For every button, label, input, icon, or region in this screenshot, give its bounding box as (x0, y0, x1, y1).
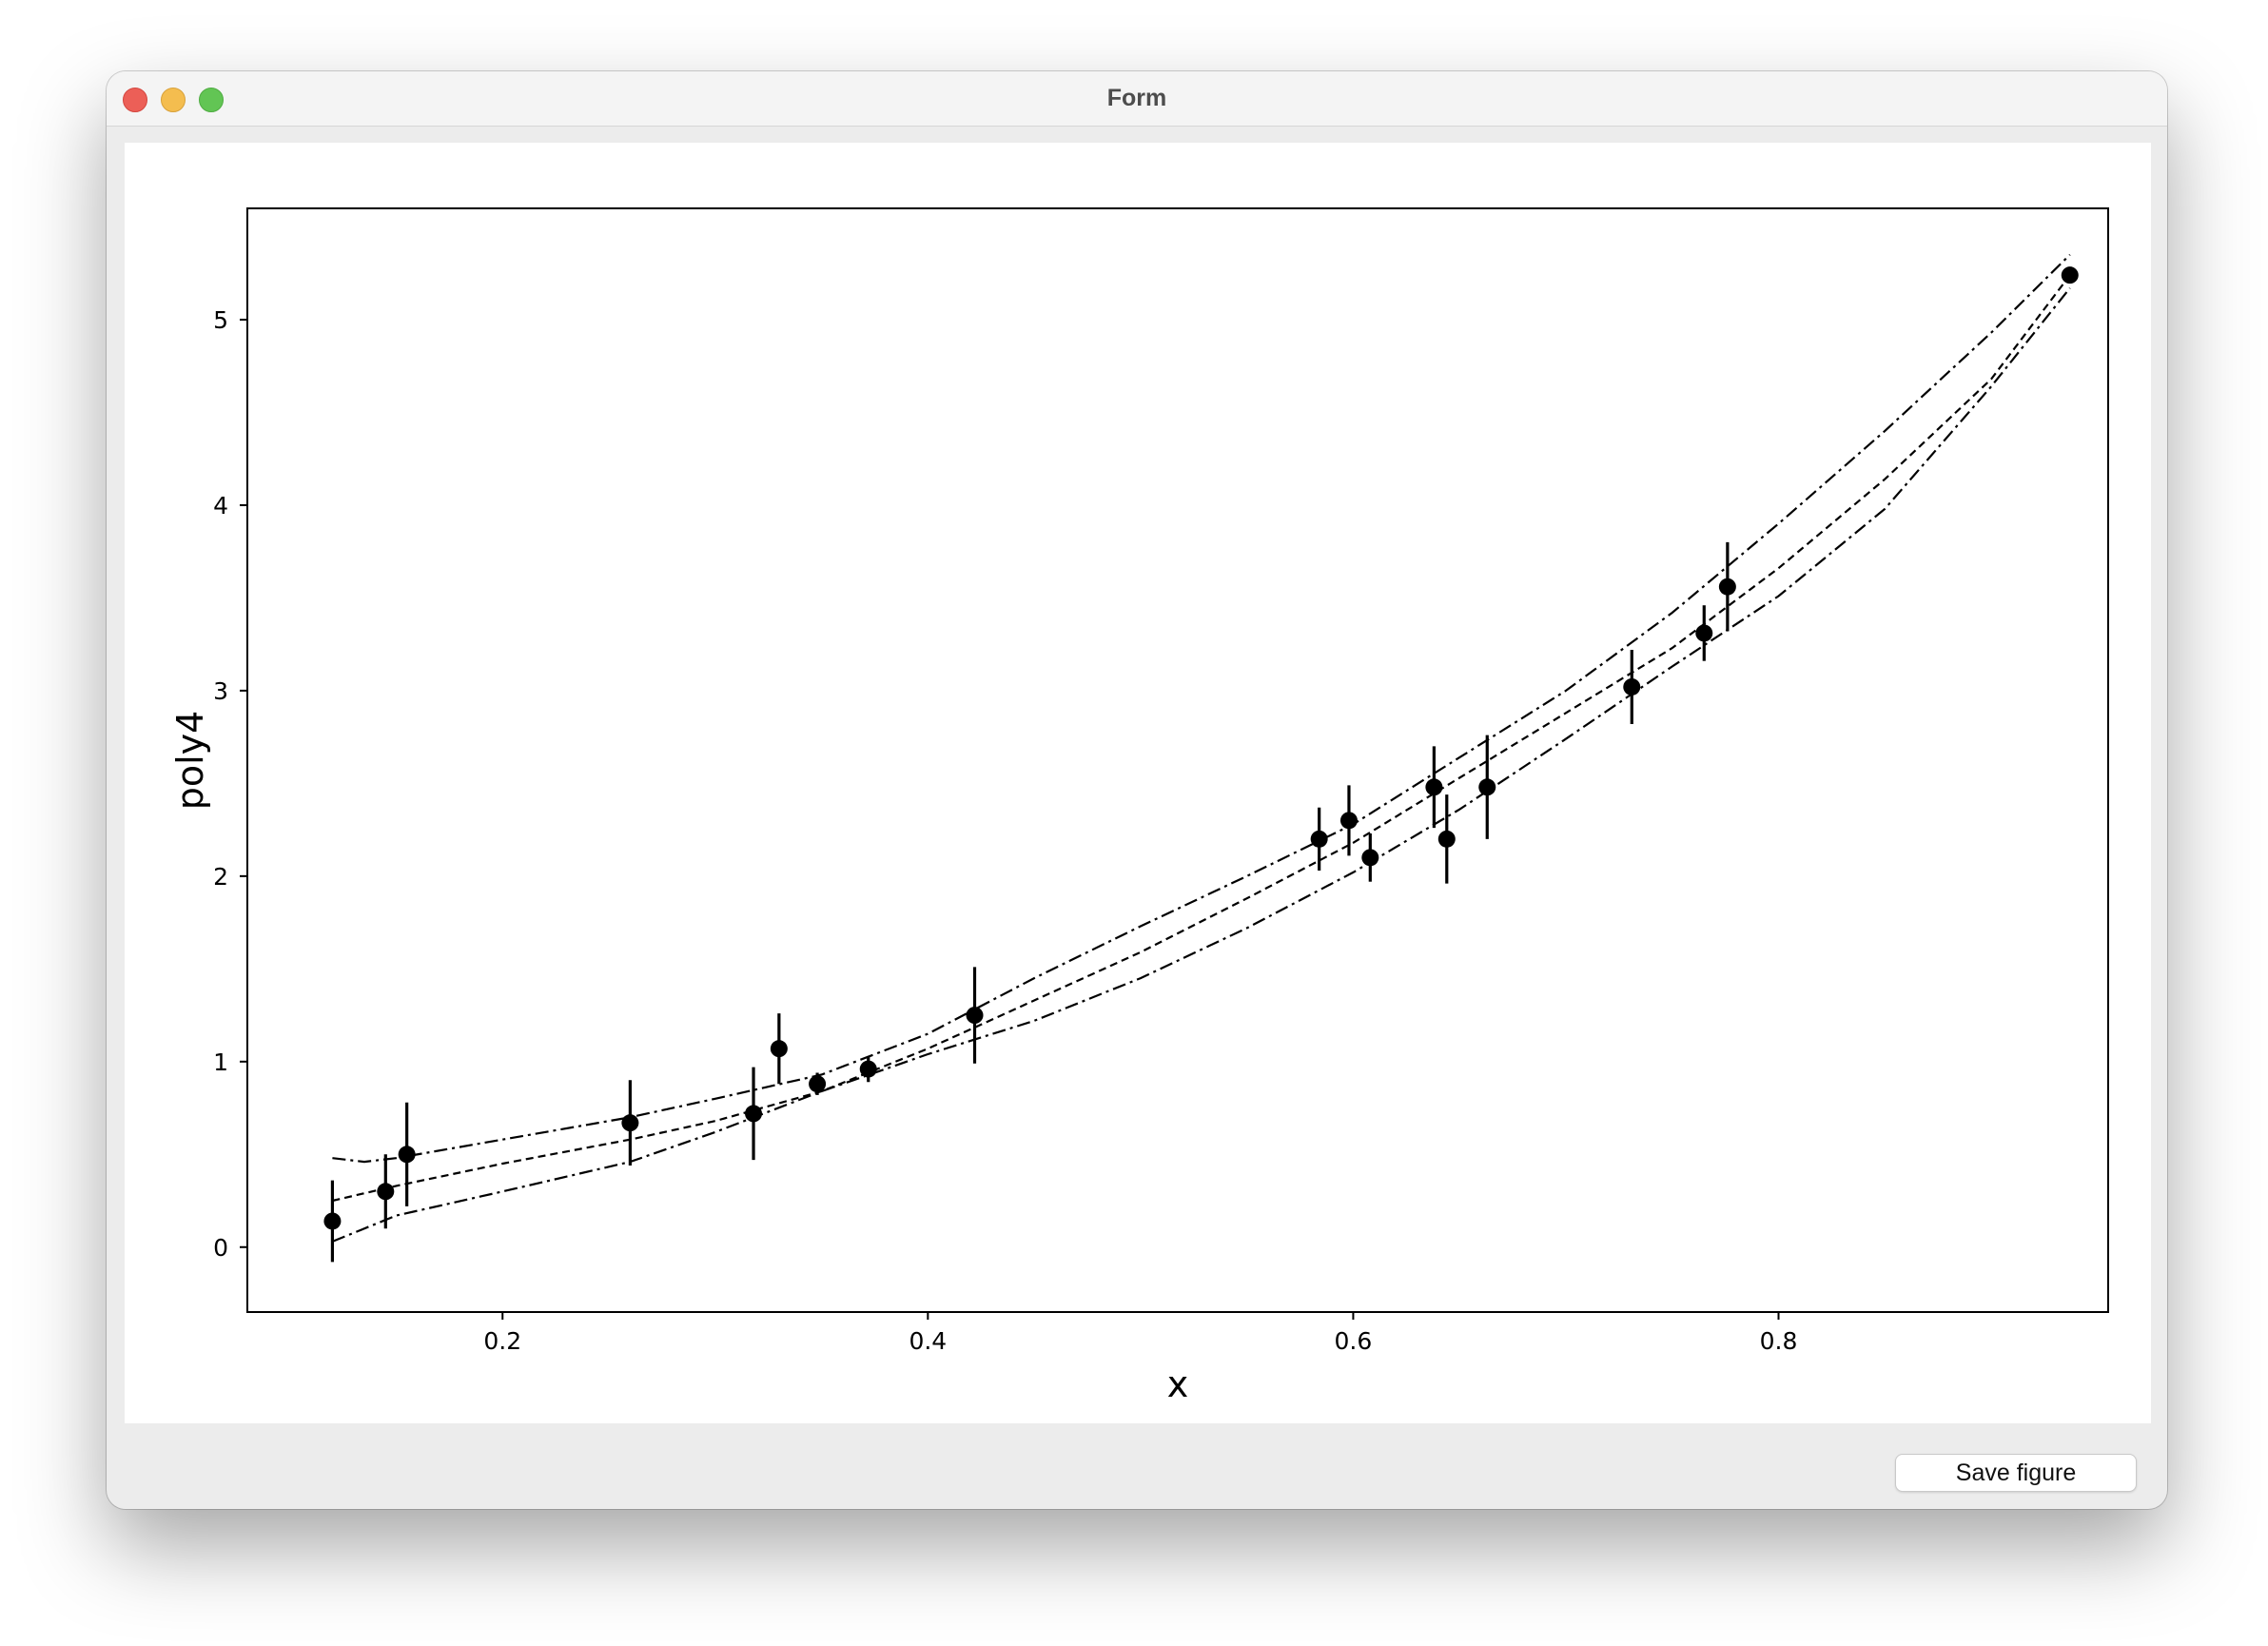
data-point (398, 1146, 416, 1164)
y-tick-label: 5 (213, 306, 228, 334)
y-tick-label: 2 (213, 863, 228, 891)
minimize-window-button[interactable] (161, 88, 186, 112)
y-tick-label: 4 (213, 492, 228, 519)
x-tick-label: 0.6 (1335, 1327, 1373, 1355)
x-tick-label: 0.4 (909, 1327, 947, 1355)
data-point (809, 1075, 827, 1093)
zoom-window-button[interactable] (199, 88, 224, 112)
app-window: Form 0.2 0.4 0.6 0.8 0 1 2 3 4 5 x poly4 Save fi… (107, 71, 2167, 1509)
x-axis-label: x (1167, 1363, 1189, 1405)
figure-canvas: 0.2 0.4 0.6 0.8 0 1 2 3 4 5 x poly4 (125, 143, 2151, 1423)
chart: 0.2 0.4 0.6 0.8 0 1 2 3 4 5 x poly4 (169, 207, 2109, 1405)
close-window-button[interactable] (123, 88, 147, 112)
title-bar: Form (107, 71, 2167, 127)
data-point (1437, 830, 1456, 848)
data-point (1339, 812, 1358, 830)
x-tick-label: 0.2 (483, 1327, 521, 1355)
data-point (1695, 624, 1713, 642)
window-title: Form (1106, 85, 1167, 111)
save-figure-button[interactable]: Save figure (1895, 1454, 2137, 1492)
data-point (770, 1040, 788, 1058)
data-point (966, 1007, 984, 1025)
y-axis-label: poly4 (169, 711, 211, 811)
data-point (1718, 578, 1736, 596)
data-point (1310, 830, 1328, 848)
x-tick-label: 0.8 (1760, 1327, 1798, 1355)
data-point (1425, 778, 1443, 796)
data-point (745, 1105, 763, 1123)
data-point (2061, 266, 2079, 284)
y-axis-ticks: 0 1 2 3 4 5 (213, 306, 247, 1262)
fit-curve-3 (331, 287, 2071, 1243)
data-point (1478, 778, 1496, 796)
error-bars (330, 267, 2072, 1263)
y-tick-label: 3 (213, 677, 228, 705)
fit-curves (331, 253, 2071, 1243)
data-point (621, 1114, 639, 1132)
fit-curve-2 (332, 253, 2071, 1164)
data-point (859, 1060, 877, 1078)
plot-frame (246, 207, 2109, 1313)
data-point (1623, 677, 1641, 696)
x-axis-ticks: 0.2 0.4 0.6 0.8 (483, 1312, 1797, 1355)
data-point (377, 1183, 395, 1201)
y-tick-label: 1 (213, 1048, 228, 1076)
data-point (1361, 849, 1379, 867)
data-points (323, 266, 2079, 1230)
y-tick-label: 0 (213, 1234, 228, 1262)
data-point (323, 1212, 342, 1230)
fit-curve-1 (332, 274, 2071, 1203)
